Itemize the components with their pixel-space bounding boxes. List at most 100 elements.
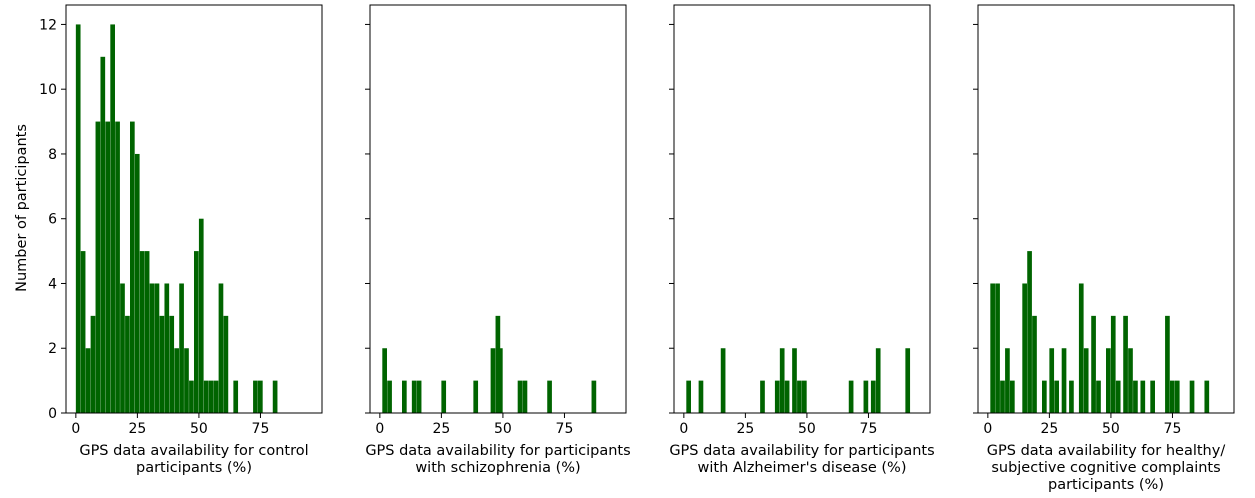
- histogram-bar: [1115, 380, 1121, 413]
- histogram-bar: [784, 380, 790, 413]
- histogram-bar: [522, 380, 528, 413]
- histogram-bar: [1140, 380, 1146, 413]
- histogram-bar: [990, 283, 995, 413]
- histogram-bar: [870, 380, 876, 413]
- x-axis-label: GPS data availability for control: [79, 443, 308, 459]
- x-axis-label: GPS data availability for healthy/: [987, 443, 1226, 459]
- histogram-bar: [848, 380, 854, 413]
- x-tick-label: 25: [128, 421, 146, 437]
- y-tick-label: 0: [48, 406, 57, 422]
- histogram-bar: [1110, 315, 1116, 413]
- histogram-bar: [1061, 348, 1067, 413]
- histogram-panel-3: 0 25 50 75 GPS data availability for partici…: [669, 4, 935, 476]
- x-tick-label: 0: [679, 421, 688, 437]
- histogram-bar: [1091, 315, 1096, 413]
- x-tick-label: 0: [983, 421, 992, 437]
- histogram-panel-1: 0 2 4 6 8 10 12 0 25 50 75 GPS data availability fo…: [39, 4, 323, 476]
- histogram-bar: [797, 380, 802, 413]
- histogram-bar: [159, 315, 165, 413]
- y-axis-label: Number of participants: [14, 124, 30, 292]
- x-tick-label: 75: [860, 421, 878, 437]
- histogram-bar: [258, 380, 263, 413]
- histogram-bar: [1054, 380, 1059, 413]
- histogram-bar: [1204, 380, 1210, 413]
- histogram-bar: [164, 283, 170, 413]
- histogram-bar: [1165, 315, 1170, 413]
- histogram-bar: [208, 380, 214, 413]
- y-tick-label: 10: [39, 82, 57, 98]
- histogram-bar: [203, 380, 209, 413]
- histogram-bar: [125, 315, 130, 413]
- histogram-bar: [495, 315, 501, 413]
- histogram-bar: [686, 380, 691, 413]
- x-tick-label: 0: [71, 421, 80, 437]
- x-tick-label: 50: [1102, 421, 1120, 437]
- x-axis-label: with schizophrenia (%): [415, 460, 580, 476]
- x-tick-label: 50: [798, 421, 816, 437]
- x-tick-label: 75: [252, 421, 270, 437]
- x-axis-label: with Alzheimer's disease (%): [698, 460, 907, 476]
- x-tick-label: 25: [1040, 421, 1058, 437]
- plot-frame: [673, 4, 931, 414]
- histogram-bar: [995, 283, 1000, 413]
- histogram-bar: [1133, 380, 1138, 413]
- x-axis-label: GPS data availability for participants: [669, 443, 934, 459]
- histogram-bar: [174, 348, 179, 413]
- histogram-bar: [1049, 348, 1055, 413]
- histogram-bar: [154, 283, 160, 413]
- histogram-bar: [1189, 380, 1195, 413]
- histogram-bar: [1083, 348, 1089, 413]
- histogram-bar: [110, 24, 115, 414]
- histogram-bar: [905, 348, 911, 413]
- histogram-bar: [792, 348, 797, 413]
- histogram-bar: [130, 121, 135, 413]
- histogram-bar: [490, 348, 496, 413]
- histogram-bar: [120, 283, 125, 413]
- histogram-bar: [272, 380, 278, 413]
- histogram-bar: [218, 283, 224, 413]
- histogram-bar: [80, 251, 86, 413]
- histogram-bar: [1027, 251, 1032, 413]
- plot-frame: [977, 4, 1235, 414]
- y-tick-label: 6: [48, 212, 57, 228]
- histogram-bar: [115, 121, 120, 413]
- x-tick-label: 50: [494, 421, 512, 437]
- histogram-bar: [698, 380, 704, 413]
- histogram-bar: [1010, 380, 1015, 413]
- x-tick-label: 0: [375, 421, 384, 437]
- histogram-bar: [1042, 380, 1047, 413]
- histogram-bar: [75, 24, 81, 414]
- x-tick-label: 25: [736, 421, 754, 437]
- histogram-bar: [1096, 380, 1101, 413]
- histogram-bar: [144, 251, 150, 413]
- histogram-bar: [1170, 380, 1175, 413]
- x-axis-label: participants (%): [1048, 477, 1164, 493]
- histogram-bar: [1128, 348, 1133, 413]
- histogram-bar: [139, 251, 145, 413]
- x-axis-label: subjective cognitive complaints: [991, 460, 1220, 476]
- x-axis-label: participants (%): [136, 460, 252, 476]
- y-tick-label: 4: [48, 276, 57, 292]
- histogram-panels: 0 2 4 6 8 10 12 0 25 50 75 GPS data availability fo…: [39, 4, 1235, 493]
- histogram-bar: [179, 283, 184, 413]
- histogram-bar: [134, 153, 140, 413]
- histogram-bar: [169, 315, 175, 413]
- histogram-bar: [498, 348, 503, 413]
- histogram-bar: [1078, 283, 1084, 413]
- histogram-bar: [1032, 315, 1037, 413]
- histogram-bar: [189, 380, 194, 413]
- plot-frame: [369, 4, 627, 414]
- histogram-bar: [1022, 283, 1027, 413]
- histogram-bar: [416, 380, 422, 413]
- histogram-bar: [95, 121, 101, 413]
- x-tick-label: 75: [1164, 421, 1182, 437]
- histogram-bar: [149, 283, 155, 413]
- histogram-bar: [1150, 380, 1155, 413]
- histogram-panel-2: 0 25 50 75 GPS data availability for partici…: [365, 4, 631, 476]
- histogram-bar: [105, 121, 111, 413]
- y-tick-label: 2: [48, 341, 57, 357]
- histogram-bar: [1069, 380, 1074, 413]
- plot-frame: [65, 4, 323, 414]
- histogram-bar: [591, 380, 597, 413]
